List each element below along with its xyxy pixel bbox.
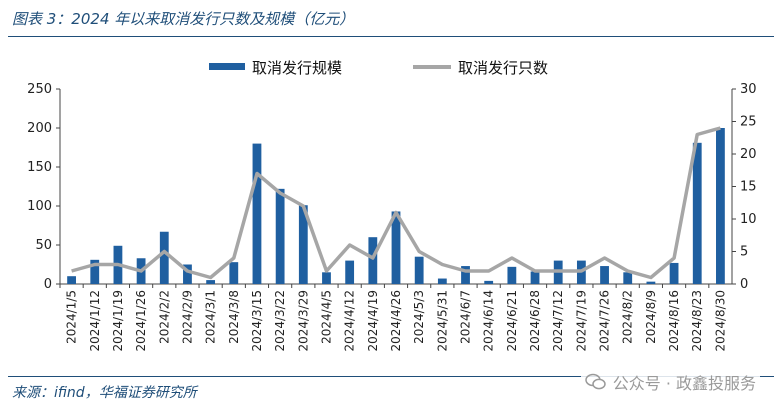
- x-tick-label: 2024/3/22: [273, 290, 287, 352]
- bar: [600, 266, 609, 284]
- bar: [183, 264, 192, 284]
- x-tick-label: 2024/8/2: [621, 290, 635, 344]
- chart: 取消发行规模 取消发行只数 2024/1/5 2024/1/12 2024/1/19…: [27, 59, 757, 352]
- y-left-tick-label: 100: [27, 199, 52, 214]
- bar: [391, 211, 401, 284]
- y-right-tick-label: 0: [740, 277, 748, 292]
- x-tick-label: 2024/3/29: [296, 290, 310, 352]
- bar: [437, 278, 447, 284]
- bar: [530, 271, 540, 284]
- x-tick-label: 2024/4/19: [366, 290, 380, 352]
- x-tick-label: 2024/2/9: [180, 290, 194, 344]
- y-right-tick-label: 5: [740, 245, 748, 260]
- x-tick-label: 2024/7/26: [598, 290, 612, 352]
- x-tick-label: 2024/1/5: [65, 290, 79, 344]
- bar: [368, 237, 378, 284]
- x-tick-label: 2024/4/12: [343, 290, 357, 352]
- x-tick-label: 2024/3/8: [227, 290, 241, 344]
- x-tick-label: 2024/7/19: [574, 290, 588, 352]
- bar: [275, 188, 285, 284]
- x-tick-label: 2024/8/16: [667, 290, 681, 352]
- x-tick-label: 2024/6/21: [505, 290, 519, 352]
- bar: [67, 276, 76, 284]
- x-tick-label: 2024/1/12: [88, 290, 102, 352]
- x-tick-label: 2024/7/12: [551, 290, 565, 352]
- x-tick-label: 2024/6/28: [528, 290, 542, 352]
- x-tick-label: 2024/1/26: [134, 290, 148, 352]
- y-axis-left-labels: 0 50 100 150 200 250: [27, 82, 52, 292]
- x-tick-label: 2024/6/7: [459, 290, 473, 344]
- x-tick-label: 2024/8/30: [713, 290, 727, 352]
- bar: [646, 281, 656, 284]
- watermark-text: 公众号 · 政鑫投服务: [612, 374, 756, 393]
- bar: [345, 260, 355, 284]
- bar: [461, 266, 470, 284]
- y-right-tick-label: 30: [740, 82, 757, 97]
- bar: [623, 272, 633, 284]
- x-tick-label: 2024/6/14: [482, 290, 496, 352]
- bar: [716, 128, 725, 284]
- legend-line-label: 取消发行只数: [458, 59, 548, 77]
- bar: [669, 262, 679, 284]
- y-right-tick-label: 15: [740, 180, 757, 195]
- y-right-tick-label: 25: [740, 115, 757, 130]
- line-series: [71, 126, 721, 280]
- x-tick-label: 2024/1/19: [111, 290, 125, 352]
- bar: [159, 231, 169, 284]
- x-tick-label: 2024/2/2: [157, 290, 171, 344]
- legend: 取消发行规模 取消发行只数: [209, 59, 548, 77]
- bar: [484, 280, 494, 284]
- bar: [298, 205, 308, 284]
- bar-series: [67, 128, 725, 284]
- x-tick-label: 2024/5/3: [412, 290, 426, 344]
- x-tick-label: 2024/8/9: [644, 290, 658, 344]
- x-tick-label: 2024/4/5: [320, 290, 334, 344]
- bar: [692, 142, 702, 284]
- chart-title: 图表 3：2024 年以来取消发行只数及规模（亿元）: [12, 10, 355, 28]
- y-left-tick-label: 200: [27, 121, 52, 136]
- x-axis-labels: 2024/1/5 2024/1/12 2024/1/19 2024/1/26 2024/…: [65, 290, 728, 352]
- x-tick-label: 2024/3/15: [250, 290, 264, 352]
- bar: [206, 280, 216, 284]
- legend-bar-label: 取消发行规模: [252, 59, 342, 77]
- y-left-tick-label: 50: [35, 238, 52, 253]
- bar: [90, 259, 100, 284]
- bar: [414, 256, 424, 284]
- source-note: 来源：ifind，华福证券研究所: [12, 385, 197, 401]
- legend-bar-swatch: [209, 63, 245, 70]
- bar: [252, 143, 262, 284]
- x-tick-label: 2024/8/23: [690, 290, 704, 352]
- watermark: 公众号 · 政鑫投服务: [580, 370, 760, 394]
- x-tick-label: 2024/4/26: [389, 290, 403, 352]
- x-tick-label: 2024/3/1: [204, 290, 218, 344]
- y-left-tick-label: 250: [27, 82, 52, 97]
- y-left-tick-label: 150: [27, 160, 52, 175]
- bar: [229, 262, 239, 284]
- bar: [507, 266, 517, 284]
- y-left-tick-label: 0: [44, 277, 52, 292]
- y-axis-right-labels: 0 5 10 15 20 25 30: [740, 82, 757, 292]
- y-right-tick-label: 10: [740, 212, 757, 227]
- title-rule: [8, 36, 774, 37]
- bar: [322, 272, 331, 284]
- count-line: [71, 126, 721, 280]
- y-right-tick-label: 20: [740, 147, 757, 162]
- wechat-icon: [584, 373, 606, 390]
- x-tick-label: 2024/5/31: [435, 290, 449, 352]
- footer-rule: [8, 376, 774, 377]
